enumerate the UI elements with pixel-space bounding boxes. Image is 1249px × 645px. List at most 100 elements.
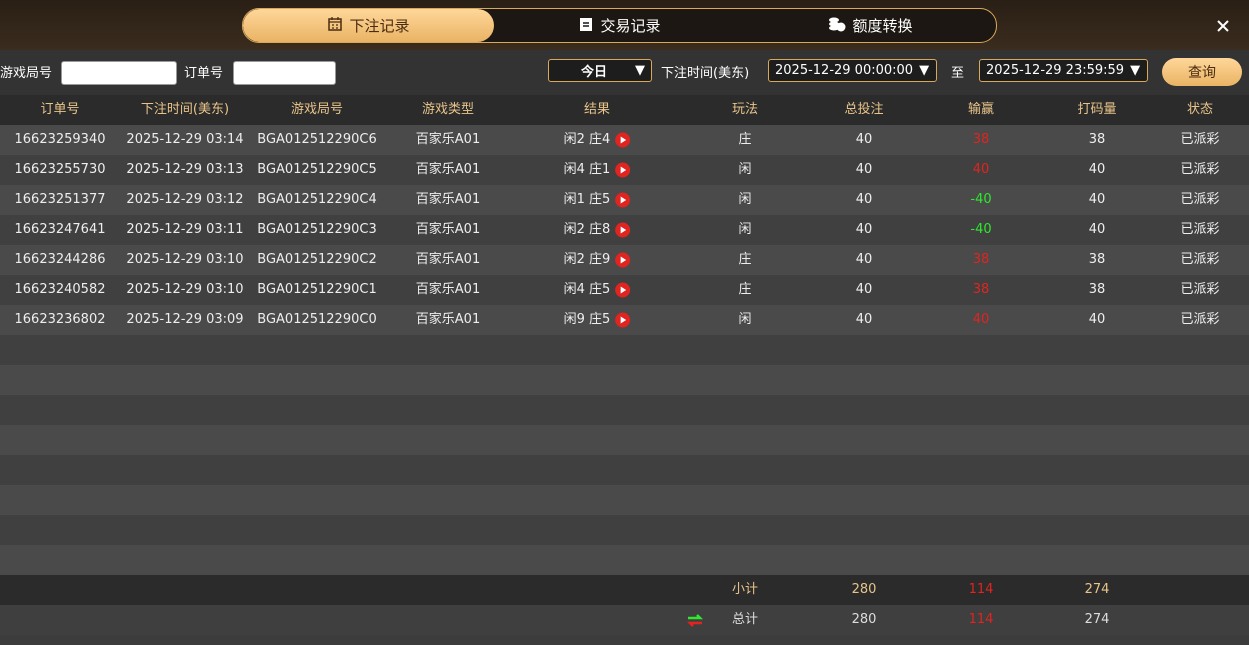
cell-text: 闲4 庄5 (563, 282, 611, 297)
table-cell: 38 (1089, 275, 1106, 305)
order-no-label: 订单号 (184, 66, 224, 81)
dropdown-arrow: ▼ (1130, 63, 1141, 78)
tab[interactable]: 交易记录 (494, 9, 745, 42)
records-table: 订单号 下注时间(美东) 游戏局号 游戏类型 结果 玩法 总投注 输赢 打码量 状态 1662325… (0, 95, 1249, 635)
cell-text: 38 (972, 252, 990, 267)
table-cell: BGA012512290C0 (257, 305, 376, 335)
table-row: 16623240582 2025-12-29 03:10 BGA012512290C… (0, 275, 1249, 305)
cell-text: 2025-12-29 03:09 (126, 312, 244, 327)
table-cell: 百家乐A01 (416, 155, 480, 185)
table-cell: 16623247641 (15, 215, 106, 245)
subtotal-label: 小计 (731, 582, 759, 597)
table-cell: 40 (856, 155, 873, 185)
cell-text: 闲2 庄4 (563, 132, 611, 147)
cell-text: 38 (972, 132, 990, 147)
cell-text: 16623244286 (14, 252, 106, 267)
table-cell: 百家乐A01 (416, 245, 480, 275)
table-cell: 40 (1089, 155, 1106, 185)
table-cell: 闲2 庄9 (564, 245, 631, 275)
replay-icon[interactable] (614, 252, 630, 268)
cell-text: 2025-12-29 03:11 (126, 222, 244, 237)
replay-icon[interactable] (614, 192, 630, 208)
table-cell: 2025-12-29 03:13 (126, 155, 243, 185)
total-code: 274 (1084, 612, 1110, 627)
table-row: 16623244286 2025-12-29 03:10 BGA012512290C… (0, 245, 1249, 275)
table-cell: 百家乐A01 (416, 125, 480, 155)
total-win: 114 (968, 612, 994, 627)
table-cell: 庄 (738, 125, 751, 155)
table-cell: 40 (856, 245, 873, 275)
cell-text: 庄 (738, 132, 752, 147)
replay-icon[interactable] (614, 222, 630, 238)
tab[interactable]: 下注记录 (243, 9, 494, 42)
cell-text: 40 (855, 222, 873, 237)
replay-icon[interactable] (614, 162, 630, 178)
cell-text: 百家乐A01 (415, 282, 481, 297)
order-no-input[interactable] (233, 61, 336, 85)
dropdown-arrow: ▼ (635, 63, 645, 78)
subtotal-win: 114 (968, 582, 994, 597)
table-row (0, 545, 1249, 575)
table-row: 16623255730 2025-12-29 03:13 BGA012512290C… (0, 155, 1249, 185)
cell-text: 40 (1088, 162, 1106, 177)
table-cell: 16623255730 (15, 155, 106, 185)
cell-text: 40 (1088, 222, 1106, 237)
table-cell: 百家乐A01 (416, 185, 480, 215)
period-select[interactable]: 今日 ▼ (548, 59, 652, 82)
total-bet: 280 (851, 612, 877, 627)
table-row (0, 395, 1249, 425)
table-cell: 闲4 庄5 (564, 275, 631, 305)
table-row (0, 365, 1249, 395)
cell-text: 2025-12-29 03:10 (126, 282, 244, 297)
cell-text: BGA012512290C1 (257, 282, 377, 297)
total-label: 总计 (731, 612, 759, 627)
game-no-input[interactable] (61, 61, 177, 85)
cell-text: 闲 (738, 312, 752, 327)
table-cell: 40 (856, 215, 873, 245)
search-button[interactable]: 查询 (1162, 58, 1242, 86)
replay-icon[interactable] (614, 282, 630, 298)
tab[interactable]: 额度转换 (745, 9, 996, 42)
header-cell: 结果 (583, 102, 611, 117)
table-cell: 闲4 庄1 (564, 155, 631, 185)
table-row: 16623236802 2025-12-29 03:09 BGA012512290C… (0, 305, 1249, 335)
cell-text: 已派彩 (1180, 162, 1220, 177)
refresh-icon[interactable] (685, 610, 705, 630)
start-select[interactable]: 2025-12-29 00:00:00 ▼ (768, 59, 937, 82)
table-cell: BGA012512290C2 (257, 245, 376, 275)
table-row (0, 455, 1249, 485)
cell-text: -40 (970, 222, 992, 237)
table-cell: -40 (970, 185, 991, 215)
header-cell: 下注时间(美东) (140, 102, 230, 117)
cell-text: 40 (855, 192, 873, 207)
refresh-icon[interactable] (685, 605, 705, 635)
cell-text: 38 (972, 282, 990, 297)
table-cell: 2025-12-29 03:11 (126, 215, 243, 245)
close-button[interactable] (1216, 19, 1230, 33)
cell-text: 16623240582 (14, 282, 106, 297)
end-select[interactable]: 2025-12-29 23:59:59 ▼ (979, 59, 1148, 82)
tab-label: 交易记录 (600, 17, 661, 35)
total-row: 总计 280 114 274 (0, 605, 1249, 635)
cell-text: 40 (1088, 192, 1106, 207)
header-cell: 游戏局号 (290, 102, 344, 117)
cell-text: 庄 (738, 252, 752, 267)
tab-icon (828, 16, 846, 36)
header-cell: 输赢 (967, 102, 995, 117)
cell-text: 16623255730 (14, 162, 106, 177)
table-cell: 百家乐A01 (416, 215, 480, 245)
replay-icon[interactable] (614, 132, 630, 148)
table-cell: 40 (1089, 305, 1106, 335)
table-cell: 38 (1089, 125, 1106, 155)
table-cell: 40 (973, 305, 990, 335)
cell-text: 闲 (738, 162, 752, 177)
table-cell: 2025-12-29 03:10 (126, 245, 243, 275)
cell-text: 闲2 庄8 (563, 222, 611, 237)
subtotal-code: 274 (1084, 582, 1110, 597)
cell-text: 闲2 庄9 (563, 252, 611, 267)
table-cell: 40 (856, 305, 873, 335)
table-cell: 2025-12-29 03:12 (126, 185, 243, 215)
table-cell: 已派彩 (1180, 305, 1219, 335)
replay-icon[interactable] (614, 312, 630, 328)
